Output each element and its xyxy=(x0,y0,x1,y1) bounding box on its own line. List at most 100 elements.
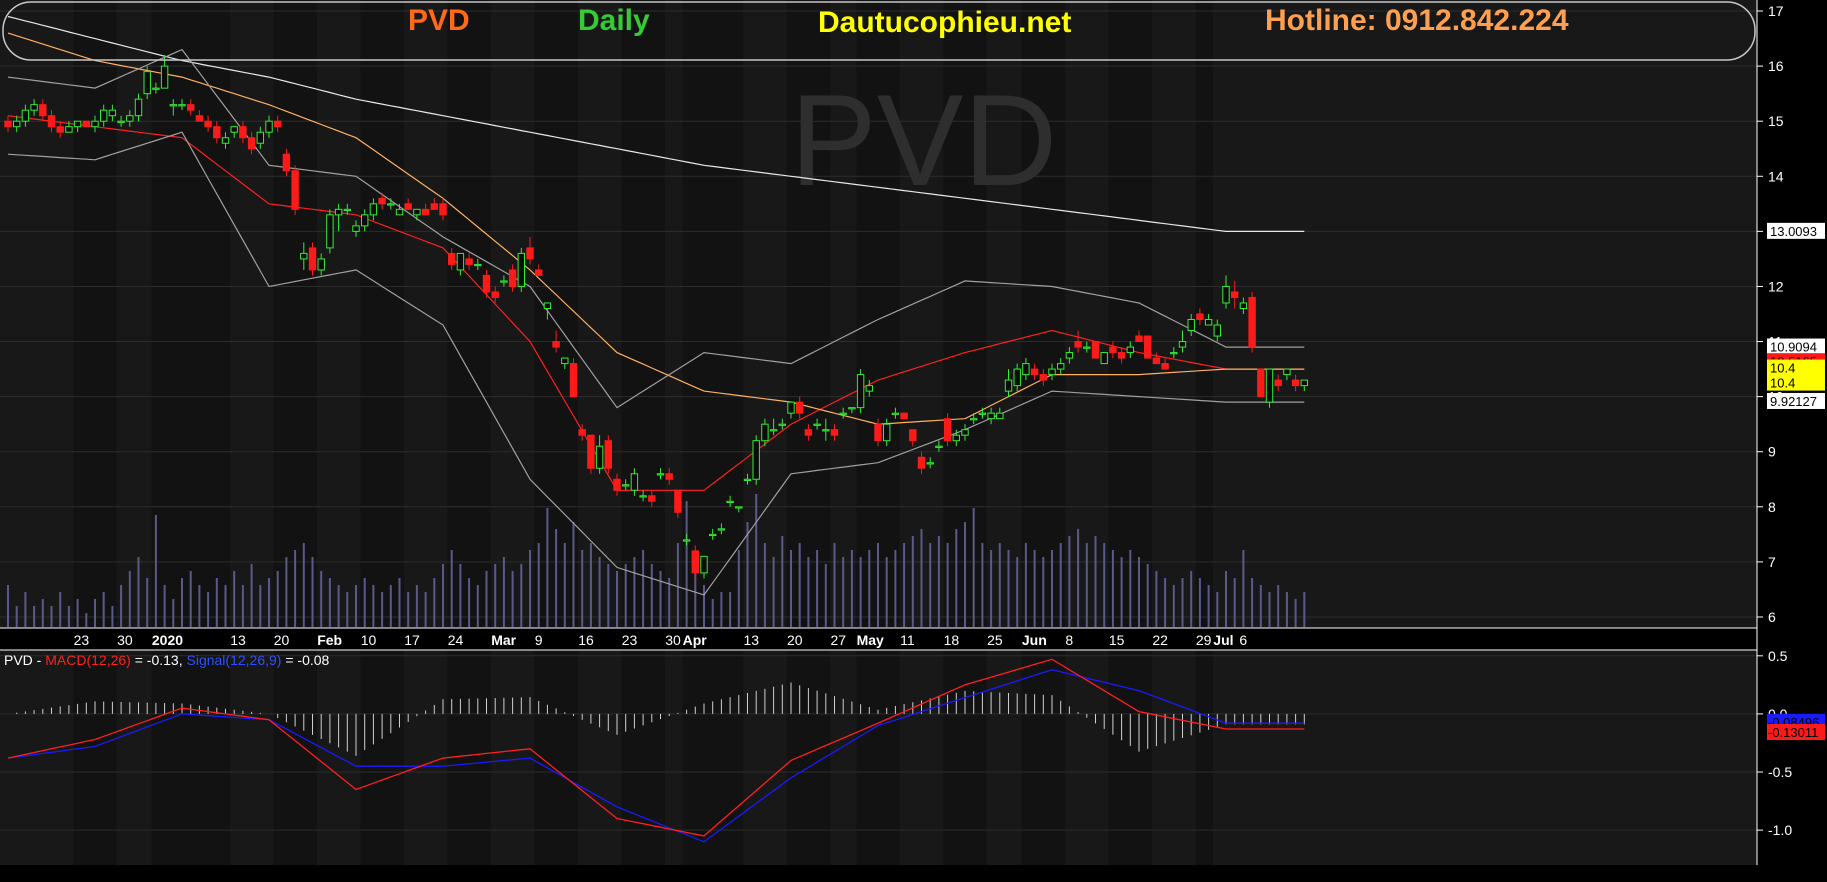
candle-up xyxy=(517,252,525,287)
candle-up xyxy=(413,208,421,216)
candle-up xyxy=(717,528,726,531)
candle-up xyxy=(891,412,900,415)
candle-down xyxy=(1074,341,1082,348)
candle-down xyxy=(448,252,456,265)
time-stripe xyxy=(1108,0,1153,628)
price-tick-label: 8 xyxy=(1768,499,1776,515)
candle-up xyxy=(778,423,786,426)
candle-up xyxy=(1265,368,1274,403)
candle-up xyxy=(91,120,99,128)
candle-up xyxy=(456,252,465,271)
volume-bars xyxy=(7,494,1306,627)
time-stripe xyxy=(151,0,230,628)
price-axis-value-labels: 13.009310.909410.516510.516410.410.49.92… xyxy=(1767,222,1825,409)
date-label: 11 xyxy=(900,632,915,648)
candle-down xyxy=(195,115,204,122)
ma-short-line xyxy=(7,115,1305,491)
candle-up xyxy=(300,252,308,260)
macd-legend-signal-name: Signal(12,26,9) xyxy=(187,652,282,668)
time-stripe xyxy=(1195,650,1213,865)
time-stripe xyxy=(786,650,831,865)
time-stripe xyxy=(151,650,230,865)
candle-up xyxy=(769,429,778,432)
time-stripe xyxy=(273,0,317,628)
candle-up xyxy=(326,214,334,249)
header-period: Daily xyxy=(578,4,650,37)
candle-down xyxy=(1152,357,1161,365)
candle-up xyxy=(343,208,352,212)
candle-down xyxy=(482,274,491,293)
bollinger-upper-line xyxy=(7,48,1305,409)
time-stripe xyxy=(621,0,665,628)
time-stripe xyxy=(682,0,744,628)
price-tick-label: 14 xyxy=(1768,168,1784,184)
candle-up xyxy=(1022,363,1030,376)
price-axis-ticks: 17161514131211109876 xyxy=(1757,3,1784,625)
watermark-symbol: PVD xyxy=(790,67,1057,213)
candle-up xyxy=(1100,352,1108,365)
macd-tick-label: -0.5 xyxy=(1768,764,1792,780)
candle-up xyxy=(178,104,186,107)
date-label: Feb xyxy=(317,632,342,648)
candle-down xyxy=(82,120,90,128)
candle-up xyxy=(143,71,151,95)
header-banner xyxy=(2,1,1756,61)
date-label: 22 xyxy=(1152,632,1168,648)
candle-up xyxy=(30,104,38,111)
candle-up xyxy=(317,258,325,271)
time-stripe xyxy=(621,650,665,865)
time-stripe xyxy=(273,650,317,865)
time-stripe xyxy=(856,0,900,628)
time-stripe xyxy=(447,0,491,628)
price-value-label: 10.4 xyxy=(1770,361,1795,376)
candle-down xyxy=(943,418,952,442)
price-value-label: 10.4 xyxy=(1770,376,1795,391)
price-tick-label: 7 xyxy=(1768,554,1776,570)
candle-up xyxy=(1283,368,1291,376)
candle-down xyxy=(569,363,578,398)
candle-up xyxy=(100,109,108,122)
candle-up xyxy=(1013,368,1021,387)
candle-down xyxy=(587,434,595,469)
candle-down xyxy=(239,126,247,139)
candle-up xyxy=(1170,352,1178,355)
candle-up xyxy=(813,423,821,426)
date-label: Apr xyxy=(683,632,708,648)
date-label: 8 xyxy=(1065,632,1073,648)
candle-up xyxy=(152,87,160,90)
date-label: 13 xyxy=(744,632,760,648)
time-stripes xyxy=(73,0,1213,865)
date-label: 25 xyxy=(987,632,1003,648)
date-label: 2020 xyxy=(152,632,183,648)
candle-down xyxy=(421,208,430,216)
time-stripe xyxy=(1195,0,1213,628)
date-label: 18 xyxy=(944,632,960,648)
candle-up xyxy=(160,65,169,89)
candle-down xyxy=(274,120,282,128)
candle-up xyxy=(221,137,230,144)
candle-up xyxy=(126,115,134,122)
candle-down xyxy=(552,341,560,348)
candle-down xyxy=(804,429,813,436)
candle-up xyxy=(256,131,265,144)
candle-down xyxy=(213,126,221,139)
candle-up xyxy=(735,506,743,509)
candle-up xyxy=(630,473,639,491)
candle-down xyxy=(430,203,439,210)
candle-down xyxy=(56,126,64,133)
candle-down xyxy=(465,258,473,265)
candle-down xyxy=(796,401,804,414)
macd-tick-label: 0.5 xyxy=(1768,648,1788,664)
candle-up xyxy=(1239,302,1248,309)
price-value-label: 10.9094 xyxy=(1770,340,1817,355)
candle-up xyxy=(1048,368,1056,376)
date-label: 17 xyxy=(404,632,420,648)
candle-down xyxy=(526,247,534,260)
candle-up xyxy=(726,500,734,503)
candle-up xyxy=(543,302,552,309)
candle-up xyxy=(1126,346,1134,354)
candle-down xyxy=(308,247,317,271)
candle-up xyxy=(1187,319,1195,332)
candle-down xyxy=(691,550,699,574)
